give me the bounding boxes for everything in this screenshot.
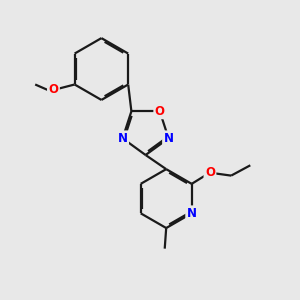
Text: N: N (164, 132, 173, 145)
Text: N: N (118, 132, 128, 145)
Text: O: O (155, 105, 165, 118)
Text: O: O (205, 166, 215, 179)
Text: O: O (48, 83, 59, 96)
Text: N: N (187, 207, 197, 220)
